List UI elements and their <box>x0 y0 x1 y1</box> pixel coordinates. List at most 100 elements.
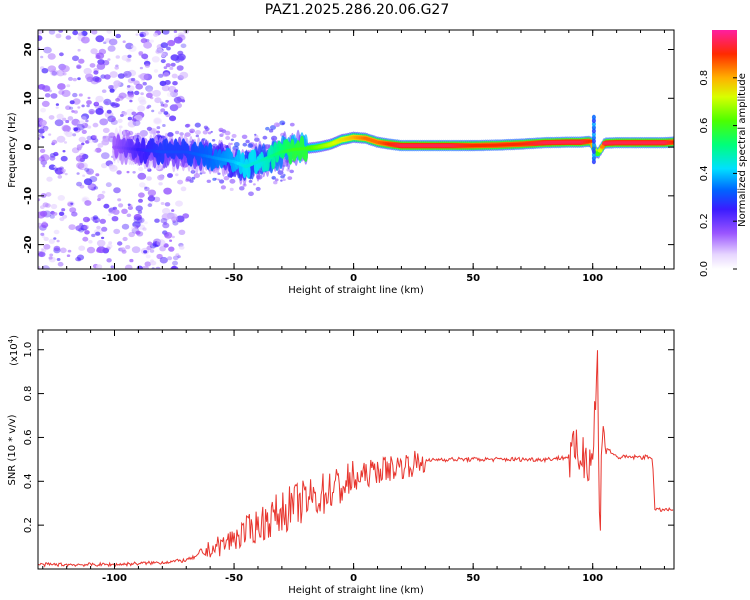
snr-frame <box>37 329 675 570</box>
noise-point <box>95 147 102 153</box>
noise-point <box>163 72 170 78</box>
noise-point <box>146 106 150 109</box>
noise-point <box>126 170 130 174</box>
noise-point <box>101 190 106 194</box>
colorbar-tick-label: 0.2 <box>699 213 710 229</box>
noise-point <box>106 109 112 114</box>
noise-point <box>114 66 119 70</box>
noise-point <box>155 50 160 54</box>
x-tick-label: 100 <box>582 273 603 284</box>
noise-point <box>173 30 178 33</box>
noise-point <box>230 142 233 146</box>
noise-point <box>172 81 178 86</box>
noise-point <box>155 266 161 269</box>
noise-point <box>172 255 179 261</box>
noise-point <box>71 211 78 217</box>
noise-point <box>211 139 216 142</box>
noise-point <box>124 264 133 269</box>
noise-point <box>81 142 85 146</box>
noise-point <box>96 239 106 247</box>
noise-point <box>132 119 141 127</box>
noise-point <box>41 68 49 74</box>
noise-point <box>147 203 153 208</box>
noise-point <box>88 108 95 115</box>
noise-point <box>219 179 225 184</box>
noise-point <box>91 30 98 35</box>
noise-point <box>174 102 182 109</box>
noise-point <box>38 133 44 138</box>
noise-point <box>38 198 41 202</box>
noise-point <box>38 222 43 228</box>
noise-point <box>159 256 168 264</box>
colorbar-tick-label: 0.8 <box>699 70 710 86</box>
noise-point <box>95 231 101 236</box>
x-tick-label: -50 <box>225 273 243 284</box>
noise-point <box>67 116 74 121</box>
noise-point <box>273 180 278 185</box>
noise-point <box>63 141 68 144</box>
noise-point <box>134 90 140 96</box>
noise-point <box>140 92 144 96</box>
noise-point <box>95 108 104 115</box>
noise-point <box>131 111 137 116</box>
ridge-spike-point <box>591 149 596 154</box>
noise-point <box>163 187 172 195</box>
noise-point <box>40 232 45 236</box>
noise-point <box>135 230 141 235</box>
noise-point <box>175 130 180 135</box>
noise-point <box>144 186 150 192</box>
noise-point <box>40 107 46 113</box>
noise-point <box>53 229 60 235</box>
noise-point <box>77 77 81 81</box>
noise-point <box>77 258 82 262</box>
noise-point <box>229 178 236 184</box>
noise-point <box>164 202 171 207</box>
noise-point <box>108 164 115 170</box>
noise-point <box>138 51 144 56</box>
noise-point <box>166 46 171 51</box>
noise-point <box>55 33 62 39</box>
noise-point <box>106 243 113 249</box>
noise-point <box>69 106 74 110</box>
noise-point <box>50 203 58 210</box>
noise-point <box>72 98 81 105</box>
noise-point <box>108 208 114 213</box>
noise-point <box>97 193 105 200</box>
noise-point <box>72 30 79 36</box>
noise-point <box>56 135 66 143</box>
spectrogram-y-label: Frequency (Hz) <box>7 112 18 188</box>
x-tick-label: 0 <box>350 273 357 284</box>
noise-point <box>173 89 179 93</box>
noise-point <box>160 103 165 107</box>
noise-point <box>221 132 225 136</box>
noise-point <box>163 111 169 115</box>
noise-point <box>231 133 237 138</box>
noise-point <box>162 207 171 215</box>
noise-point <box>115 55 121 59</box>
noise-point <box>95 53 100 57</box>
noise-point <box>107 58 111 61</box>
noise-point <box>247 143 254 148</box>
noise-point <box>64 172 68 176</box>
noise-point <box>136 265 143 269</box>
noise-point <box>255 186 261 191</box>
noise-point <box>68 76 73 81</box>
x-tick-label: 0 <box>350 573 357 584</box>
noise-point <box>106 30 112 34</box>
noise-point <box>81 104 85 108</box>
noise-point <box>65 105 71 110</box>
noise-point <box>111 102 119 109</box>
noise-point <box>101 89 107 93</box>
noise-point <box>81 129 87 134</box>
noise-point <box>72 92 78 98</box>
noise-point <box>139 66 143 70</box>
noise-point <box>154 218 160 223</box>
noise-point <box>41 100 50 107</box>
noise-point <box>86 104 90 108</box>
noise-point <box>179 71 189 79</box>
noise-point <box>139 99 147 105</box>
noise-point <box>153 117 162 125</box>
noise-point <box>131 45 135 48</box>
noise-point <box>242 142 248 147</box>
noise-point <box>230 138 234 142</box>
